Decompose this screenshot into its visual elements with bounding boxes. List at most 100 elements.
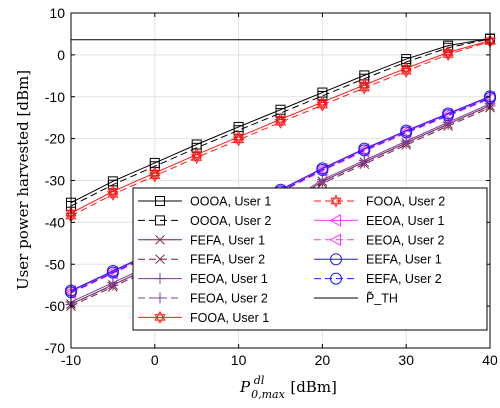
series-line [70,40,491,217]
marker-hexagram [358,81,370,92]
x-label-superscript: dl [254,374,265,387]
marker-hexagram [400,67,412,78]
marker-hexagram [330,194,342,205]
legend-label: FEFA, User 2 [190,253,265,267]
marker-hexagram [149,172,161,183]
legend-label: EEOA, User 1 [366,214,445,228]
marker-hexagram [274,112,287,123]
x-label-subscript: 0,max [251,388,285,401]
series-line [70,107,491,307]
legend-entry-fooa-user-1: FOOA, User 1 [138,310,269,325]
legend-label: EEFA, User 1 [366,253,442,267]
legend-entry-oooa-user-2: OOOA, User 2 [138,214,271,228]
legend-label: OOOA, User 1 [190,195,271,209]
y-tick-label: -20 [45,131,65,147]
legend-label: FEFA, User 1 [190,233,265,247]
marker-hexagram [107,187,119,198]
marker-hexagram [274,119,287,129]
legend-entry-fooa-user-2: FOOA, User 2 [314,195,445,209]
legend-entry-p-th: P̃_TH [314,290,398,306]
legend-label: EEFA, User 2 [366,272,442,286]
legend-entry-eeoa-user-1: EEOA, User 1 [314,214,445,228]
marker-hexagram [442,47,454,58]
marker-circle [358,144,371,157]
legend-label: EEOA, User 2 [366,233,445,247]
legend-entry-feoa-user-2: FEOA, User 2 [138,292,268,306]
legend-label: FOOA, User 2 [366,195,445,209]
y-tick-label: 10 [49,5,65,21]
legend-label: OOOA, User 2 [190,214,271,228]
marker-hexagram [232,136,245,147]
marker-plus [400,137,412,149]
y-tick-label: -40 [45,214,65,230]
legend-entry-fefa-user-2: FEFA, User 2 [138,253,265,267]
plot-frame [70,12,491,349]
marker-x [155,254,165,265]
legend-entry-eefa-user-1: EEFA, User 1 [314,253,442,267]
marker-hexagram [191,150,203,161]
marker-circle [400,126,413,139]
legend-label: FEOA, User 1 [190,272,268,286]
marker-hexagram [400,64,412,75]
x-tick-label: 40 [482,352,498,368]
marker-plus [154,292,166,304]
svg-text:P0,maxdl[dBm]: P0,maxdl [dBm] [239,374,337,401]
x-tick-label: -10 [61,352,81,368]
marker-hexagram [358,84,370,95]
x-tick-label: 0 [151,352,159,368]
marker-x [155,234,165,245]
y-tick-label: -70 [45,340,65,356]
series-line [70,38,491,204]
legend-entry-eeoa-user-2: EEOA, User 2 [314,233,445,247]
marker-hexagram [274,115,287,126]
x-tick-label: 30 [398,352,414,368]
legend-entry-fefa-user-1: FEFA, User 1 [138,233,265,247]
marker-hexagram [232,130,245,141]
marker-plus [358,156,370,168]
ticks: -10 0 10 20 30 40 10 0 -10 -20 -30 -40 -50 -60 -70 [45,5,498,368]
x-axis-label: P0,maxdl [dBm] [239,374,337,401]
legend-entry-feoa-user-1: FEOA, User 1 [138,272,268,286]
legend-entry-oooa-user-1: OOOA, User 1 [138,195,271,209]
marker-plus [316,176,328,188]
y-tick-label: -60 [45,298,65,314]
series-line [70,38,491,207]
y-axis-label-text: User power harvested [dBm] [14,70,32,290]
x-tick-label: 10 [231,352,247,368]
marker-circle [106,266,119,279]
marker-hexagram [330,197,342,208]
marker-triangle [329,214,341,227]
x-tick-label: 20 [315,352,331,368]
legend: OOOA, User 1 OOOA, User 2 FEFA, User 1 FEFA… [132,187,488,331]
marker-circle [330,253,342,266]
y-tick-label: -10 [45,89,65,105]
y-tick-label: -50 [45,256,65,272]
marker-hexagram [107,191,119,201]
marker-triangle [329,233,341,247]
series-line [70,105,491,305]
legend-box [132,187,488,331]
marker-hexagram [191,154,203,164]
legend-entry-eefa-user-2: EEFA, User 2 [314,272,442,286]
y-tick-label: 0 [57,47,65,63]
marker-square [155,196,165,206]
marker-plus [154,273,166,285]
y-axis-label: User power harvested [dBm] [14,70,32,290]
marker-hexagram [316,98,329,109]
legend-label: FOOA, User 1 [190,311,269,325]
marker-hexagram [316,95,329,106]
legend-label: P̃_TH [366,290,398,305]
marker-hexagram [232,133,245,144]
marker-hexagram [149,169,161,180]
marker-circle [442,109,455,122]
marker-plus [107,279,119,291]
marker-hexagram [154,314,166,324]
marker-hexagram [442,45,454,56]
marker-circle [330,272,342,285]
marker-hexagram [154,310,166,321]
marker-hexagram [442,51,454,61]
marker-circle [316,164,329,177]
y-tick-label: -30 [45,173,65,189]
series-fooa-user-2 [65,34,496,223]
